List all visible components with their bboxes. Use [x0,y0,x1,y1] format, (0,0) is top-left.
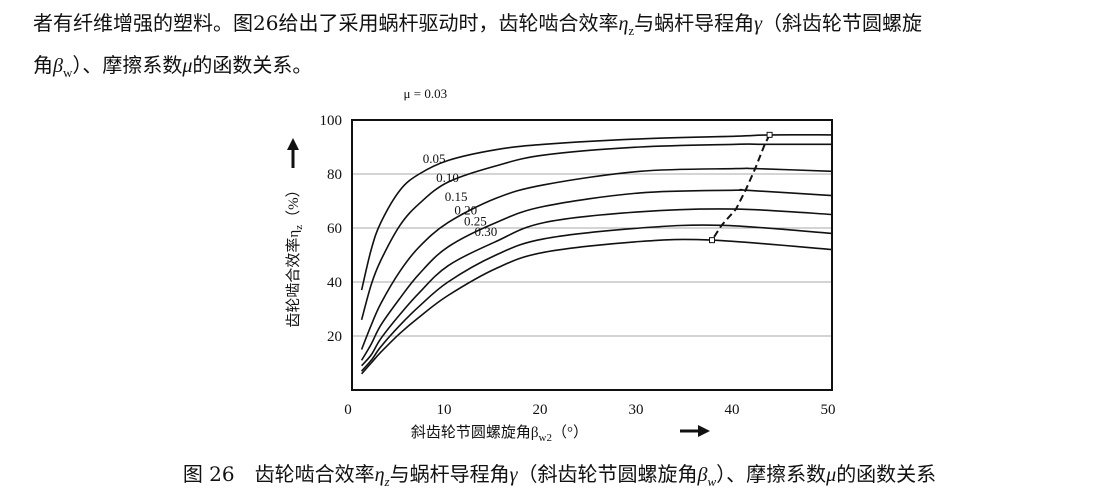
eta-symbol: ηz [618,13,635,38]
maxima-line [711,134,771,241]
series-label-6: 0.30 [475,224,498,239]
x-tick-label-10: 10 [437,402,452,418]
y-axis-label: 齿轮啮合效率ηz（%） [285,182,305,327]
maxima-marker-0 [766,131,773,138]
caption-prefix: 图 26 [182,462,235,486]
paragraph-text: 与蜗杆导程角 [634,11,755,35]
y-arrow-icon [287,138,299,168]
paragraph-text: 角 [33,53,53,77]
mu-symbol: μ [182,55,193,77]
series-line-0 [360,133,833,291]
paragraph-text: 者有纤维增强的塑料。图26给出了采用蜗杆驱动时，齿轮啮合效率 [33,11,619,35]
maxima-dashed-line [711,134,771,241]
svg-text:齿轮啮合效率ηz（%）: 齿轮啮合效率ηz（%） [285,182,305,327]
y-tick-label-60: 60 [327,221,342,237]
series-labels: μ = 0.03 0.05 0.10 0.150.200.250.30 [404,86,498,239]
figure-caption: 图 26 齿轮啮合效率ηz与蜗杆导程角γ（斜齿轮节圆螺旋角βw）、摩擦系数μ的函… [182,462,937,489]
x-tick-label-30: 30 [629,402,644,418]
series-line-6 [361,238,833,375]
paragraph-text: ）、摩擦系数 [72,53,183,77]
series-label-2: 0.10 [436,170,459,185]
series-label-5: 0.25 [464,213,487,228]
gamma-symbol: γ [754,13,763,35]
y-tick-label-80: 80 [327,167,342,183]
x-tick-label-0: 0 [344,402,352,418]
series-line-2 [360,167,833,350]
beta-symbol: βw [53,55,73,80]
x-tick-label-20: 20 [533,402,548,418]
maxima-marker-6 [709,237,715,244]
y-tick-labels: 20 40 60 80 100 [320,113,343,345]
x-tick-label-40: 40 [725,402,740,418]
series-line-4 [361,208,833,367]
x-tick-labels: 0 10 20 30 40 50 [344,402,835,418]
series-label-3: 0.15 [445,189,468,204]
series-line-1 [360,143,832,321]
series-curves [360,133,833,375]
x-tick-label-50: 50 [821,402,836,418]
y-tick-label-40: 40 [327,275,342,291]
x-axis-label: 斜齿轮节圆螺旋角βw2（°） [411,424,588,444]
series-label-4: 0.20 [454,203,477,218]
series-label-1: 0.05 [423,151,446,166]
gridlines [352,173,832,337]
paragraph-text: （斜齿轮节圆螺旋 [762,11,923,35]
series-label-0: μ = 0.03 [404,86,448,101]
y-tick-label-20: 20 [327,329,342,345]
series-line-5 [361,224,833,372]
series-line-3 [360,188,833,361]
body-paragraph: 者有纤维增强的塑料。图26给出了采用蜗杆驱动时，齿轮啮合效率ηz与蜗杆导程角γ（… [33,6,1103,90]
maxima-markers [709,131,773,244]
paragraph-text: 的函数关系。 [192,53,313,77]
x-arrow-icon [680,425,710,437]
plot-frame [351,119,833,391]
y-tick-label-100: 100 [320,113,343,129]
